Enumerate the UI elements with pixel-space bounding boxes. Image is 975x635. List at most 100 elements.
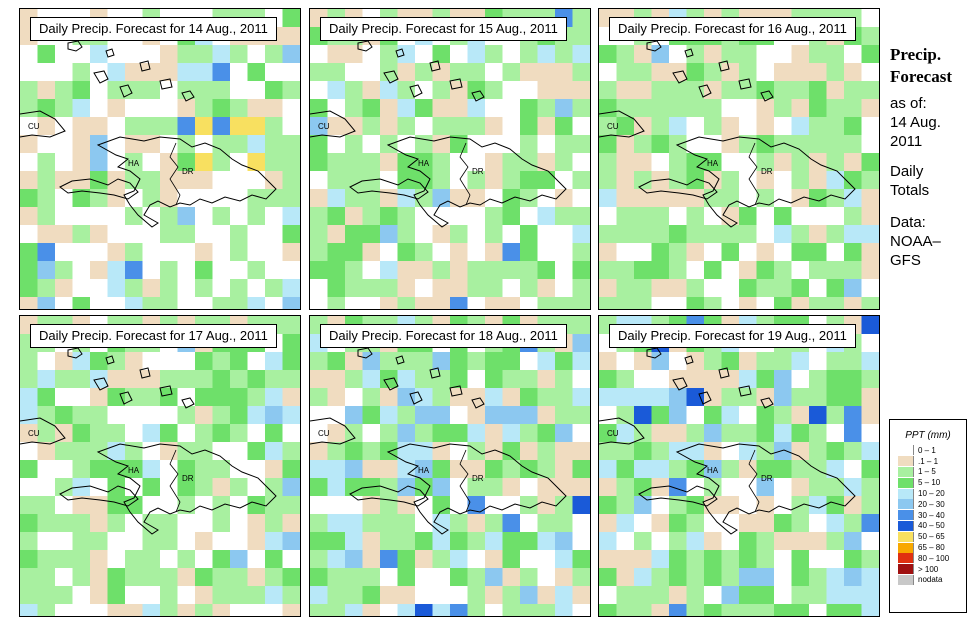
country-border	[459, 142, 471, 206]
precip-cell	[107, 568, 126, 587]
precip-cell	[756, 243, 775, 262]
precip-cell	[502, 532, 521, 551]
precip-cell	[265, 45, 283, 64]
precip-cell	[282, 568, 300, 587]
precip-cell	[739, 63, 757, 82]
precip-cell	[107, 550, 126, 569]
precip-cell	[212, 225, 231, 244]
precip-cell	[125, 243, 143, 262]
precip-cell	[362, 442, 381, 461]
precip-cell	[555, 424, 573, 443]
legend-label: 65 – 80	[918, 543, 945, 553]
precip-cell	[450, 460, 468, 479]
precip-cell	[809, 261, 827, 280]
legend-label: .1 – 1	[918, 456, 939, 466]
precip-cell	[195, 496, 213, 515]
legend-swatch	[898, 445, 914, 456]
precip-cell	[230, 207, 248, 226]
precip-cell	[686, 514, 705, 533]
precip-cell	[125, 99, 143, 118]
country-border	[748, 449, 760, 513]
precip-cell	[844, 424, 862, 443]
precip-cell	[450, 63, 468, 82]
coastline	[386, 443, 567, 535]
precip-cell	[282, 550, 300, 569]
precip-cell	[195, 370, 213, 389]
precip-cell	[107, 117, 126, 136]
label-cuba: CU	[607, 429, 619, 438]
precip-cell	[450, 207, 468, 226]
precip-cell	[739, 261, 757, 280]
precip-cell	[616, 207, 635, 226]
precip-cell	[327, 135, 346, 154]
precip-cell	[774, 460, 792, 479]
precip-cell	[721, 81, 740, 100]
precip-cell	[142, 45, 161, 64]
precip-cell	[72, 45, 91, 64]
precip-cell	[844, 45, 862, 64]
precip-cell	[572, 370, 590, 389]
precip-cell	[809, 550, 827, 569]
precip-cell	[142, 568, 161, 587]
precip-cell	[55, 225, 73, 244]
precip-cell	[142, 550, 161, 569]
precip-cell	[634, 460, 652, 479]
precip-cell	[37, 171, 56, 190]
precip-cell	[37, 189, 56, 208]
coastline	[310, 110, 356, 138]
precip-cell	[177, 352, 196, 371]
precip-cell	[537, 496, 556, 515]
precip-cell	[247, 514, 266, 533]
precip-cell	[397, 99, 416, 118]
precip-cell	[90, 568, 108, 587]
precip-cell	[125, 153, 143, 172]
precip-cell	[826, 424, 845, 443]
precip-cell	[247, 153, 266, 172]
precip-cell	[160, 45, 178, 64]
precip-cell	[485, 568, 503, 587]
precip-cell	[195, 45, 213, 64]
precip-cell	[432, 81, 451, 100]
precip-cell	[467, 478, 486, 497]
precip-cell	[415, 63, 433, 82]
precip-cell	[616, 370, 635, 389]
precip-cell	[230, 63, 248, 82]
precip-cell	[247, 171, 266, 190]
precip-cell	[125, 352, 143, 371]
legend-label: 30 – 40	[918, 510, 945, 520]
precip-cell	[362, 297, 381, 309]
precip-cell	[844, 568, 862, 587]
precip-cell	[774, 99, 792, 118]
precip-cell	[467, 99, 486, 118]
precip-cell	[432, 297, 451, 309]
precip-cell	[195, 171, 213, 190]
legend-swatch	[898, 531, 914, 542]
precip-cell	[467, 424, 486, 443]
precip-cell	[502, 388, 521, 407]
precip-cell	[502, 207, 521, 226]
coastline	[698, 84, 712, 98]
coastline	[449, 78, 463, 90]
precip-cell	[467, 261, 486, 280]
precip-cell	[72, 424, 91, 443]
coastline	[675, 136, 856, 228]
precip-cell	[380, 424, 398, 443]
precip-cell	[212, 406, 231, 425]
precip-cell	[791, 117, 810, 136]
precip-cell	[327, 370, 346, 389]
precip-cell	[756, 63, 775, 82]
precip-cell	[265, 352, 283, 371]
precip-cell	[72, 586, 91, 605]
precip-cell	[72, 496, 91, 515]
precip-cell	[310, 117, 328, 136]
precip-cell	[20, 189, 38, 208]
precip-cell	[651, 45, 670, 64]
precip-cell	[809, 586, 827, 605]
precip-cell	[125, 370, 143, 389]
precip-cell	[282, 514, 300, 533]
precip-cell	[160, 496, 178, 515]
precip-cell	[327, 388, 346, 407]
label-dominican-republic: DR	[761, 167, 773, 176]
precip-cell	[20, 460, 38, 479]
precip-cell	[467, 406, 486, 425]
